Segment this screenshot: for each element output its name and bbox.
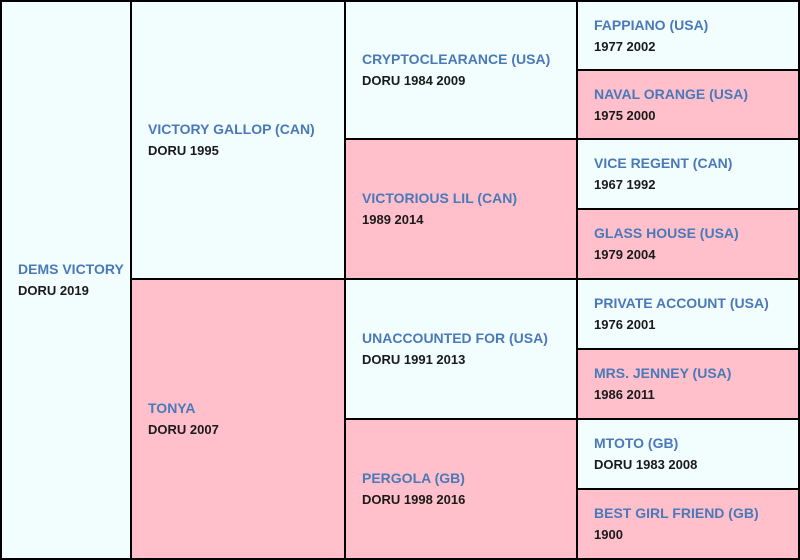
horse-name[interactable]: CRYPTOCLEARANCE (USA) bbox=[362, 51, 551, 67]
horse-info: 1989 2014 bbox=[362, 212, 424, 227]
horse-name[interactable]: PRIVATE ACCOUNT (USA) bbox=[594, 295, 769, 311]
horse-info: DORU 1991 2013 bbox=[362, 352, 466, 367]
horse-info: DORU 1995 bbox=[148, 143, 219, 158]
horse-info: DORU 1984 2009 bbox=[362, 73, 466, 88]
pedigree-cell-subject: DEMS VICTORY DORU 2019 bbox=[2, 2, 130, 558]
horse-name[interactable]: PERGOLA (GB) bbox=[362, 470, 465, 486]
horse-info: 1975 2000 bbox=[594, 107, 656, 123]
horse-info: DORU 1998 2016 bbox=[362, 492, 466, 507]
horse-name[interactable]: VICE REGENT (CAN) bbox=[594, 155, 733, 171]
horse-name[interactable]: DEMS VICTORY bbox=[18, 261, 124, 277]
horse-name[interactable]: TONYA bbox=[148, 400, 196, 416]
horse-info: 1986 2011 bbox=[594, 387, 655, 402]
pedigree-cell-ssd: NAVAL ORANGE (USA) 1975 2000 bbox=[578, 71, 798, 138]
horse-name[interactable]: UNACCOUNTED FOR (USA) bbox=[362, 330, 548, 346]
horse-name[interactable]: BEST GIRL FRIEND (GB) bbox=[594, 505, 759, 521]
pedigree-cell-sire-sire: CRYPTOCLEARANCE (USA) DORU 1984 2009 bbox=[346, 2, 576, 138]
pedigree-cell-dsd: MRS. JENNEY (USA) 1986 2011 bbox=[578, 350, 798, 418]
horse-info: 1967 1992 bbox=[594, 177, 656, 192]
horse-info: DORU 2007 bbox=[148, 422, 219, 437]
pedigree-cell-sire-dam: VICTORIOUS LIL (CAN) 1989 2014 bbox=[346, 140, 576, 278]
pedigree-cell-sdd: GLASS HOUSE (USA) 1979 2004 bbox=[578, 210, 798, 278]
horse-info: 1977 2002 bbox=[594, 38, 656, 54]
horse-info: 1976 2001 bbox=[594, 317, 656, 332]
pedigree-cell-sss: FAPPIANO (USA) 1977 2002 bbox=[578, 2, 798, 69]
horse-info: 1900 bbox=[594, 527, 623, 542]
horse-info: DORU 2019 bbox=[18, 283, 89, 298]
horse-name[interactable]: VICTORIOUS LIL (CAN) bbox=[362, 190, 518, 206]
horse-name[interactable]: NAVAL ORANGE (USA) bbox=[594, 85, 748, 102]
pedigree-cell-sire: VICTORY GALLOP (CAN) DORU 1995 bbox=[132, 2, 344, 278]
horse-info: 1979 2004 bbox=[594, 247, 656, 262]
horse-name[interactable]: MTOTO (GB) bbox=[594, 435, 679, 451]
horse-info: DORU 1983 2008 bbox=[594, 457, 698, 472]
horse-name[interactable]: VICTORY GALLOP (CAN) bbox=[148, 121, 315, 137]
pedigree-cell-dam-sire: UNACCOUNTED FOR (USA) DORU 1991 2013 bbox=[346, 280, 576, 418]
pedigree-cell-dds: MTOTO (GB) DORU 1983 2008 bbox=[578, 420, 798, 488]
pedigree-cell-dam: TONYA DORU 2007 bbox=[132, 280, 344, 558]
horse-name[interactable]: MRS. JENNEY (USA) bbox=[594, 365, 732, 381]
pedigree-cell-dss: PRIVATE ACCOUNT (USA) 1976 2001 bbox=[578, 280, 798, 348]
pedigree-cell-dam-dam: PERGOLA (GB) DORU 1998 2016 bbox=[346, 420, 576, 558]
horse-name[interactable]: FAPPIANO (USA) bbox=[594, 16, 709, 33]
pedigree-cell-ddd: BEST GIRL FRIEND (GB) 1900 bbox=[578, 490, 798, 558]
pedigree-cell-sds: VICE REGENT (CAN) 1967 1992 bbox=[578, 140, 798, 208]
horse-name[interactable]: GLASS HOUSE (USA) bbox=[594, 225, 739, 241]
